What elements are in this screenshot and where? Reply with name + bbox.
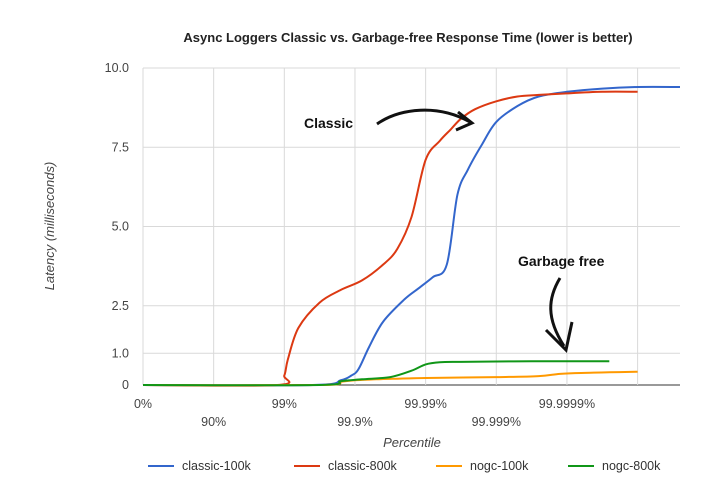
series-line-classic-100k <box>142 85 681 387</box>
y-tick-label: 0 <box>122 378 129 392</box>
annotation-garbage-free-arrow <box>549 277 566 347</box>
x-tick-label: 90% <box>201 415 226 429</box>
y-tick-label: 1.0 <box>112 346 129 360</box>
annotation-classic-arrowhead <box>455 110 475 132</box>
legend-item-classic-800k[interactable]: classic-800k <box>328 459 398 473</box>
legend-item-nogc-800k[interactable]: nogc-800k <box>602 459 661 473</box>
x-tick-label: 99.99% <box>404 397 446 411</box>
y-tick-label: 10.0 <box>105 61 129 75</box>
x-axis-label: Percentile <box>383 435 441 450</box>
y-tick-label: 7.5 <box>112 140 129 154</box>
legend-item-classic-100k[interactable]: classic-100k <box>182 459 252 473</box>
grid <box>142 67 680 386</box>
x-tick-label: 0% <box>134 397 152 411</box>
annotation-classic-arrow <box>376 108 471 126</box>
annotation-classic: Classic <box>304 115 353 131</box>
x-tick-label: 99% <box>272 397 297 411</box>
x-tick-label: 99.999% <box>472 415 521 429</box>
series-line-nogc-800k <box>142 360 610 387</box>
series-lines <box>142 85 681 387</box>
annotation-garbage-free: Garbage free <box>518 253 605 269</box>
y-tick-label: 5.0 <box>112 220 129 234</box>
chart-title: Async Loggers Classic vs. Garbage-free R… <box>183 30 632 45</box>
legend-item-nogc-100k[interactable]: nogc-100k <box>470 459 529 473</box>
series-line-classic-800k <box>142 90 638 387</box>
x-tick-label: 99.9% <box>337 415 372 429</box>
x-tick-label: 99.9999% <box>539 397 595 411</box>
legend: classic-100k classic-800k nogc-100k nogc-80… <box>148 459 661 473</box>
y-axis-label: Latency (milliseconds) <box>42 162 57 291</box>
series-line-nogc-100k <box>142 370 638 387</box>
axis-ticks: 0 1.0 2.5 5.0 7.5 10.0 0% 99% 99.99% 99.9999% 90% 9… <box>105 61 595 429</box>
annotation-garbage-free-arrowhead <box>544 321 574 354</box>
y-tick-label: 2.5 <box>112 299 129 313</box>
